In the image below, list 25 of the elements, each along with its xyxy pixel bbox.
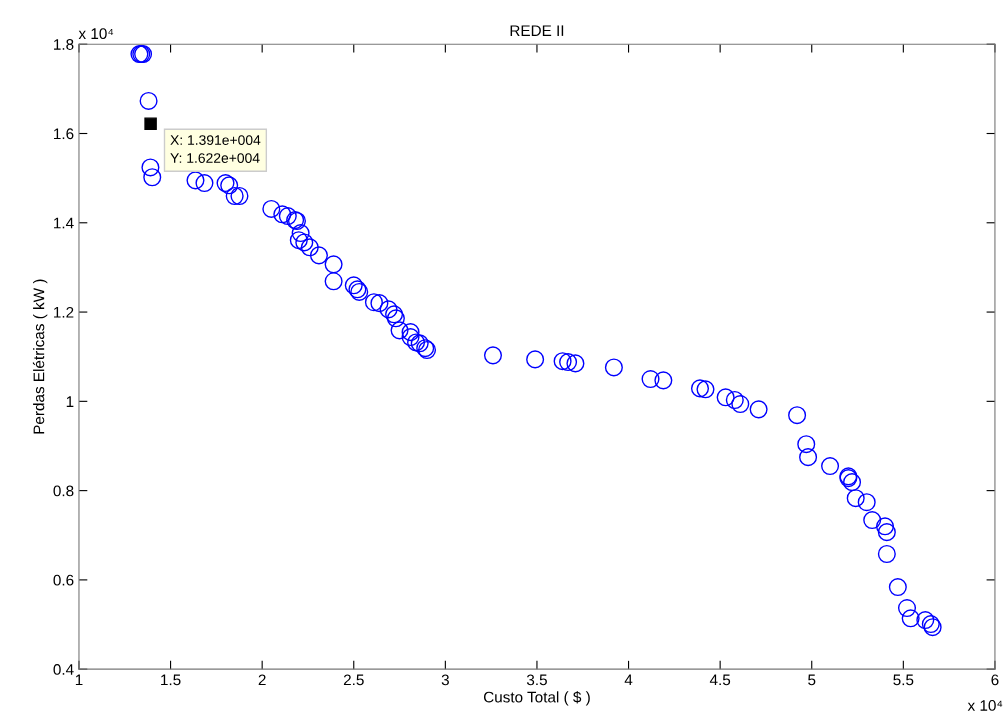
y-tick-label: 1.2 [54, 306, 74, 318]
x-tick-label: 5 [808, 674, 816, 686]
x-tick-label: 4.5 [709, 674, 731, 686]
x-tick-label: 3 [441, 674, 449, 686]
x-tick-label: 2.5 [343, 674, 364, 686]
text: x 10⁴ [967, 700, 1003, 711]
y-tick-label: 0.8 [53, 485, 74, 497]
y-tick-label: 1.4 [54, 217, 74, 229]
y-tick-label: 0.6 [53, 574, 74, 586]
x-tick-label: 6 [991, 674, 999, 686]
y-tick-label: 1.8 [54, 39, 74, 50]
y-tick-label: 0.4 [53, 664, 74, 675]
x-tick-label: 2 [258, 674, 266, 686]
x-tick-label: 5.5 [893, 674, 914, 686]
x-tick-label: 4 [624, 674, 633, 686]
x-tick-label: 1.5 [161, 674, 181, 686]
y-tick-label: 1 [66, 396, 74, 407]
x-tick-label: 3.5 [526, 674, 547, 686]
chart-title: REDE II [510, 25, 564, 36]
x-axis-title: Custo Total ( $ ) [483, 691, 590, 706]
annotation: X: 1.391e+004 Y: 1.622e+004 [170, 135, 261, 163]
y-tick-label: 1.6 [54, 128, 74, 140]
x-tick-label: 1 [75, 674, 83, 686]
text: x 10⁴ [78, 28, 114, 40]
y-axis-title: Perdas Elétricas ( kW ) [32, 279, 48, 434]
